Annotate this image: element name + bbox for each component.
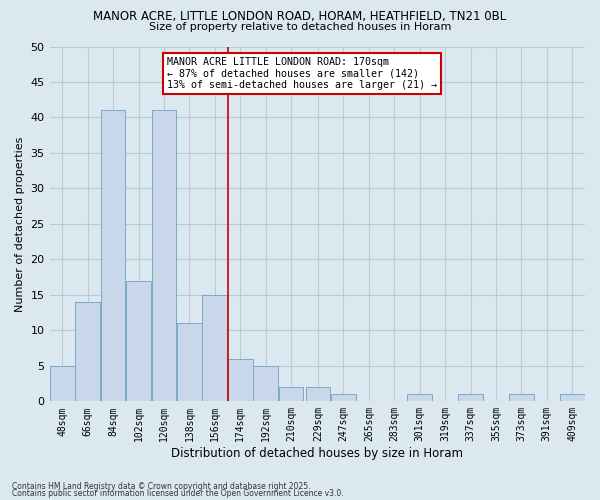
Text: MANOR ACRE LITTLE LONDON ROAD: 170sqm
← 87% of detached houses are smaller (142): MANOR ACRE LITTLE LONDON ROAD: 170sqm ← … (167, 57, 437, 90)
Text: Contains public sector information licensed under the Open Government Licence v3: Contains public sector information licen… (12, 489, 344, 498)
Y-axis label: Number of detached properties: Number of detached properties (15, 136, 25, 312)
Bar (228, 359, 253, 402)
Bar (50, 366, 74, 402)
Text: Size of property relative to detached houses in Horam: Size of property relative to detached ho… (149, 22, 451, 32)
Bar (202, 295, 227, 402)
Bar (279, 387, 304, 402)
Bar (509, 394, 534, 402)
Text: MANOR ACRE, LITTLE LONDON ROAD, HORAM, HEATHFIELD, TN21 0BL: MANOR ACRE, LITTLE LONDON ROAD, HORAM, H… (94, 10, 506, 23)
Bar (407, 394, 432, 402)
Bar (152, 110, 176, 402)
Bar (101, 110, 125, 402)
Text: Contains HM Land Registry data © Crown copyright and database right 2025.: Contains HM Land Registry data © Crown c… (12, 482, 311, 491)
Bar (305, 387, 331, 402)
Bar (253, 366, 278, 402)
Bar (331, 394, 356, 402)
Bar (76, 302, 100, 402)
Bar (177, 324, 202, 402)
X-axis label: Distribution of detached houses by size in Horam: Distribution of detached houses by size … (171, 447, 463, 460)
Bar (560, 394, 584, 402)
Bar (458, 394, 483, 402)
Bar (126, 280, 151, 402)
